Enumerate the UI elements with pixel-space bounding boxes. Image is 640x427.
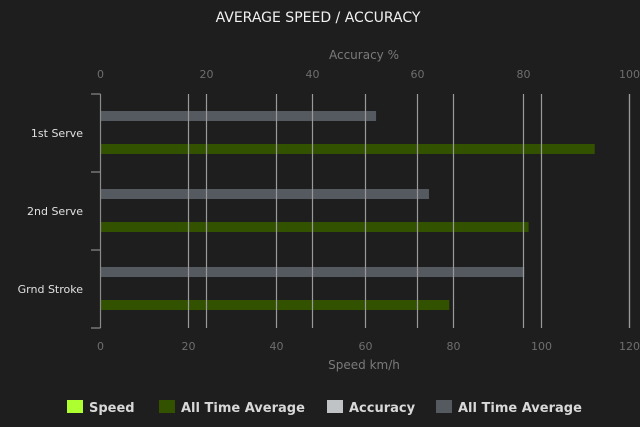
bar-all-time-average-bottom	[101, 222, 529, 232]
bottom-tick-label: 100	[531, 340, 552, 353]
top-tick-label: 20	[200, 68, 214, 81]
top-tick-label: 100	[619, 68, 640, 81]
legend-label: Speed	[89, 401, 135, 416]
bottom-tick-label: 60	[359, 340, 373, 353]
top-tick-label: 40	[306, 68, 320, 81]
chart-title: AVERAGE SPEED / ACCURACY	[216, 10, 421, 26]
bottom-tick-label: 20	[182, 340, 196, 353]
category-label: Grnd Stroke	[18, 283, 84, 296]
legend-swatch	[327, 400, 343, 413]
legend-label: All Time Average	[181, 401, 305, 416]
top-tick-label: 0	[97, 68, 104, 81]
legend-swatch	[159, 400, 175, 413]
legend-swatch	[67, 400, 83, 413]
bottom-tick-label: 80	[447, 340, 461, 353]
category-label: 1st Serve	[31, 127, 83, 140]
bottom-tick-label: 40	[270, 340, 284, 353]
legend-swatch	[436, 400, 452, 413]
legend-label: All Time Average	[458, 401, 582, 416]
bottom-tick-label: 120	[619, 340, 640, 353]
bottom-tick-label: 0	[97, 340, 104, 353]
top-axis-label: Accuracy %	[329, 48, 399, 62]
top-tick-label: 80	[517, 68, 531, 81]
bar-all-time-average-bottom	[101, 300, 450, 310]
bar-all-time-average-top	[101, 189, 429, 199]
category-label: 2nd Serve	[27, 205, 83, 218]
top-tick-label: 60	[411, 68, 425, 81]
bottom-axis-label: Speed km/h	[328, 358, 400, 372]
legend-label: Accuracy	[349, 401, 416, 416]
bar-all-time-average-top	[101, 111, 377, 121]
bar-all-time-average-bottom	[101, 144, 595, 154]
